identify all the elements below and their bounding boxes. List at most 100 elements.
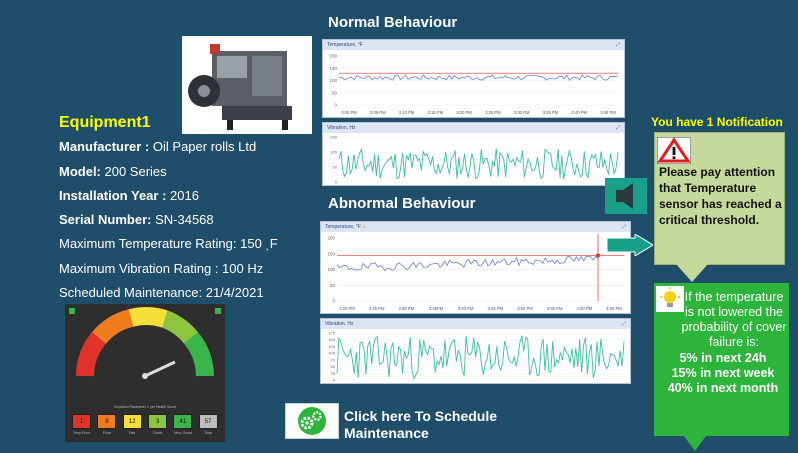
x-tick-label: 3:35PM: [429, 306, 444, 311]
y-tick-label: 150: [330, 135, 337, 140]
schedule-maintenance-icon-button[interactable]: [285, 403, 339, 439]
y-tick-label: 50: [330, 283, 336, 288]
normal-behaviour-title: Normal Behaviour: [328, 14, 458, 31]
manufacturer-row: Manufacturer : Oil Paper rolls Ltd: [59, 139, 256, 154]
tip-pointer: [684, 436, 706, 451]
y-tick-label: 150: [329, 66, 337, 71]
gears-icon: [298, 407, 326, 435]
vibration-series: [338, 148, 619, 180]
panel-header: Vibration, Hz ⤢: [323, 123, 624, 133]
x-tick-label: 3:15 PM: [428, 110, 444, 115]
panel-title: Vibration, Hz: [325, 321, 354, 327]
expand-icon[interactable]: ⤢: [615, 42, 620, 48]
model-value: 200 Series: [100, 164, 167, 179]
x-tick-label: 3:25 PM: [485, 110, 501, 115]
expand-icon[interactable]: ⤢: [621, 224, 626, 230]
x-tick-label: 3:45 PM: [488, 306, 504, 311]
panel-header: Temperature, °F ⤢: [323, 40, 624, 50]
tip-line-3: 40% in next month: [667, 381, 779, 395]
normal-vibration-panel[interactable]: Vibration, Hz ⤢ 150 100 50 0: [322, 122, 625, 186]
y-tick-label: 50: [332, 90, 338, 95]
normal-vibration-chart: 150 100 50 0: [330, 135, 619, 185]
x-tick-label: 3:05 PM: [370, 110, 386, 115]
model-row: Model: 200 Series: [59, 164, 167, 179]
health-score-boxes: 1 Very Poor 8 Poor 12 Fair 3 Good 41 Very Good 57 T…: [69, 414, 221, 440]
y-tick-label: 175: [328, 331, 335, 336]
x-tick-label: 3:40 PM: [571, 110, 587, 115]
y-tick-label: 50: [333, 165, 338, 170]
x-tick-label: 3:30 PM: [514, 110, 530, 115]
y-tick-label: 200: [329, 54, 337, 59]
alert-point: [596, 253, 600, 258]
health-score-label: Fair: [128, 431, 136, 435]
health-score-value: 1: [72, 414, 92, 429]
callout-pointer: [676, 264, 708, 282]
health-score-label: Total: [204, 431, 213, 435]
tip-line-2: 15% in next week: [671, 366, 775, 380]
expand-icon[interactable]: ⤢: [621, 321, 626, 327]
install-row: Installation Year : 2016: [59, 188, 199, 203]
health-score-cell: 1 Very Poor: [69, 414, 94, 440]
y-tick-label: 200: [327, 236, 335, 241]
y-tick-label: 100: [329, 78, 337, 83]
gauge-caption: Condition Parameter 1 per Health Score: [114, 405, 176, 409]
speaker-icon: [616, 183, 633, 209]
health-score-gauge: Condition Parameter 1 per Health Score 1…: [65, 304, 225, 442]
health-score-value: 12: [122, 414, 142, 429]
vibration-series: [336, 335, 625, 380]
y-tick-label: 25: [331, 371, 336, 376]
x-tick-label: 4:05 PM: [606, 306, 622, 311]
schedule-maintenance-link[interactable]: Click here To Schedule Maintenance: [344, 408, 497, 442]
health-score-cell: 3 Good: [145, 414, 170, 440]
health-score-label: Very Good: [173, 431, 192, 435]
health-score-cell: 12 Fair: [120, 414, 145, 440]
health-score-label: Good: [152, 431, 163, 435]
health-score-cell: 8 Poor: [94, 414, 119, 440]
normal-temperature-chart: 200 150 100 50 0 3:00 PM 3:05 PM 3:10 PM 3:15 PM…: [329, 54, 619, 115]
y-tick-label: 100: [330, 150, 337, 155]
panel-title: Temperature, °F: [327, 42, 363, 48]
max-vibration-rating: Maximum Vibration Rating : 100 Hz: [59, 261, 264, 276]
health-score-value: 3: [148, 414, 168, 429]
max-temp-rating: Maximum Temperature Rating: 150 ˎF: [59, 236, 278, 251]
warning-icon: [657, 137, 691, 164]
abnormal-vibration-panel[interactable]: Vibration, Hz ⤢ 175 150 125 100 75 50 25 0: [320, 318, 631, 384]
x-tick-label: 3:45 PM: [600, 110, 616, 115]
scheduled-maintenance: Scheduled Maintenance: 21/4/2021: [59, 285, 264, 300]
manufacturer-label: Manufacturer :: [59, 139, 150, 154]
abnormal-temperature-chart: 200 150 100 50 0 3:20 PM 3:25 PM 3:30 PM 3:35PM 3…: [327, 234, 624, 311]
y-tick-label: 100: [327, 267, 335, 272]
speaker-button[interactable]: [605, 178, 647, 214]
serial-label: Serial Number:: [59, 212, 152, 227]
install-label: Installation Year :: [59, 188, 167, 203]
lightbulb-icon: [656, 286, 684, 312]
manufacturer-value: Oil Paper rolls Ltd: [149, 139, 257, 154]
tip-intro: If the temperature is not lowered the pr…: [681, 290, 787, 349]
x-tick-label: 3:00 PM: [341, 110, 357, 115]
x-tick-label: 4:00 PM: [577, 306, 593, 311]
equipment-photo: [182, 36, 312, 134]
abnormal-temperature-panel[interactable]: Temperature, °F ⚠ ⤢ 200 150 100 50 0 3:20 PM 3:…: [320, 221, 631, 314]
serial-row: Serial Number: SN-34568: [59, 212, 214, 227]
arrow-to-notification-icon: [607, 234, 653, 256]
y-tick-label: 0: [333, 378, 336, 383]
x-tick-label: 3:55 PM: [547, 306, 563, 311]
schedule-line-1: Click here To Schedule: [344, 408, 498, 424]
panel-header: Vibration, Hz ⤢: [321, 319, 630, 329]
x-tick-label: 3:20 PM: [456, 110, 472, 115]
x-tick-label: 3:25 PM: [369, 306, 385, 311]
temperature-series: [336, 255, 599, 272]
normal-temperature-panel[interactable]: Temperature, °F ⤢ 200 150 100 50 0 3:00 PM 3:05…: [322, 39, 625, 118]
health-score-value: 41: [173, 414, 193, 429]
x-tick-label: 3:35 PM: [543, 110, 559, 115]
panel-title: Vibration, Hz: [327, 125, 356, 131]
y-tick-label: 125: [328, 344, 335, 349]
y-tick-label: 150: [328, 337, 335, 342]
expand-icon[interactable]: ⤢: [615, 125, 620, 131]
schedule-line-2: Maintenance: [344, 425, 429, 441]
health-score-label: Poor: [102, 431, 111, 435]
health-score-label: Very Poor: [73, 431, 90, 435]
notification-message: Please pay attention that Temperature se…: [659, 165, 782, 227]
y-tick-label: 0: [335, 180, 338, 185]
